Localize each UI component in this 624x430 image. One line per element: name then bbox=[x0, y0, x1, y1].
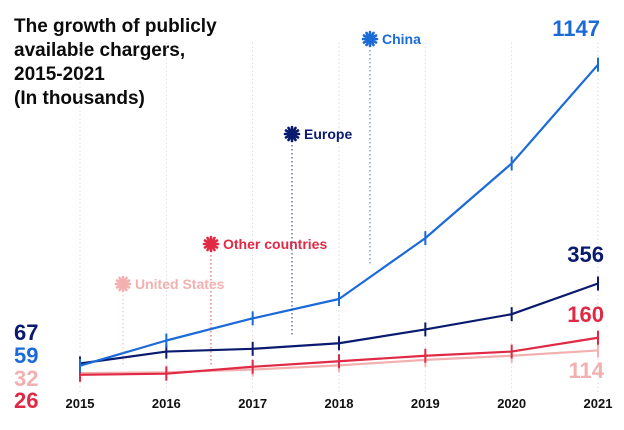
x-tick-2016: 2016 bbox=[152, 396, 181, 411]
inline-legend: China Europe Other countries United States bbox=[114, 30, 421, 366]
title-line-1: The growth of publicly bbox=[14, 16, 217, 37]
legend-marker-united-states bbox=[114, 275, 132, 293]
start-label-other-countries: 26 bbox=[14, 388, 38, 413]
start-label-europe: 67 bbox=[14, 320, 38, 345]
end-label-other-countries: 160 bbox=[567, 302, 604, 327]
x-tick-2020: 2020 bbox=[497, 396, 526, 411]
title-line-3: 2015-2021 bbox=[14, 64, 105, 85]
end-label-europe: 356 bbox=[567, 242, 604, 267]
end-label-united-states: 114 bbox=[569, 358, 605, 383]
value-labels: 59 1147 67 356 26 160 32 114 bbox=[14, 16, 605, 413]
guide-lines bbox=[79, 40, 599, 392]
end-label-china: 1147 bbox=[552, 16, 600, 41]
x-tick-2021: 2021 bbox=[584, 396, 613, 411]
legend-label-europe: Europe bbox=[304, 126, 352, 142]
legend-label-united-states: United States bbox=[135, 276, 225, 292]
legend-label-china: China bbox=[382, 31, 421, 47]
legend-marker-europe bbox=[283, 125, 301, 143]
x-tick-2018: 2018 bbox=[325, 396, 354, 411]
chart-title: The growth of publicly available charger… bbox=[14, 16, 217, 109]
title-line-2: available chargers, bbox=[14, 40, 185, 61]
x-axis-ticks: 2015 2016 2017 2018 2019 2020 2021 bbox=[66, 396, 613, 411]
title-line-4: (In thousands) bbox=[14, 88, 145, 109]
x-tick-2015: 2015 bbox=[66, 396, 95, 411]
legend-marker-china bbox=[361, 30, 379, 48]
start-label-china: 59 bbox=[14, 343, 38, 368]
x-tick-2019: 2019 bbox=[411, 396, 440, 411]
series-layer bbox=[79, 57, 599, 382]
legend-label-other-countries: Other countries bbox=[223, 236, 327, 252]
legend-marker-other-countries bbox=[202, 235, 220, 253]
x-tick-2017: 2017 bbox=[238, 396, 267, 411]
start-label-united-states: 32 bbox=[14, 366, 38, 391]
